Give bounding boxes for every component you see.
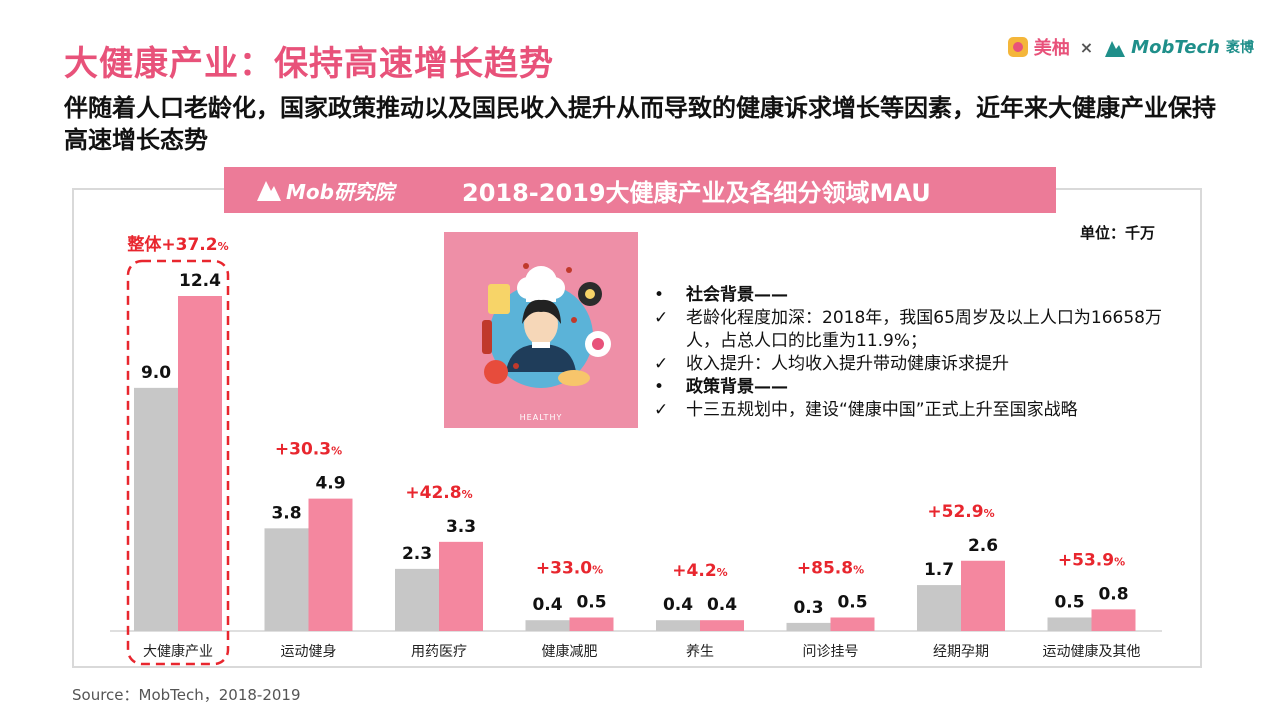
category-tick-label: 问诊挂号 bbox=[803, 644, 859, 660]
page-title: 大健康产业：保持高速增长趋势 bbox=[64, 44, 554, 84]
note-item: ✓ 十三五规划中，建设“健康中国”正式上升至国家战略 bbox=[654, 399, 1194, 422]
bar-value-label: 2.3 bbox=[402, 544, 432, 564]
unit-label: 单位：千万 bbox=[1080, 224, 1156, 242]
collab-times-symbol: × bbox=[1079, 37, 1094, 57]
bar-value-label: 0.4 bbox=[707, 595, 737, 615]
bar-2018 bbox=[1047, 617, 1092, 631]
category-tick-label: 经期孕期 bbox=[933, 644, 989, 660]
bar-value-label: 0.5 bbox=[1054, 592, 1084, 612]
bar-2019 bbox=[178, 296, 222, 631]
chart-header-banner: Mob研究院 2018-2019大健康产业及各细分领域MAU bbox=[224, 167, 1056, 213]
bar-2019 bbox=[439, 541, 483, 631]
bar-value-label: 2.6 bbox=[968, 536, 998, 556]
chef-illustration-icon bbox=[482, 263, 611, 388]
bar-2018 bbox=[264, 528, 309, 631]
meiyou-logo-text: 美柚 bbox=[1033, 38, 1070, 59]
bar-2018 bbox=[395, 568, 439, 631]
bar-value-label: 0.8 bbox=[1098, 584, 1128, 604]
bar-value-label: 0.3 bbox=[793, 598, 823, 618]
mob-research-logo: Mob研究院 bbox=[256, 176, 446, 205]
growth-label: +42.8% bbox=[405, 483, 472, 503]
note-item: ✓ 老龄化程度加深：2018年，我国65周岁及以上人口为16658万人，占总人口的… bbox=[654, 307, 1194, 353]
bar-2019 bbox=[1091, 609, 1136, 631]
note-text: 政策背景—— bbox=[686, 377, 788, 397]
growth-label: +85.8% bbox=[797, 558, 864, 578]
note-item: • 社会背景—— bbox=[654, 284, 1194, 307]
growth-label: +30.3% bbox=[275, 440, 342, 460]
check-icon: ✓ bbox=[654, 400, 669, 420]
note-marker: • bbox=[654, 285, 665, 305]
growth-label: +53.9% bbox=[1058, 550, 1125, 570]
healthy-illustration: HEALTHY bbox=[444, 232, 638, 428]
mobtech-logo-icon bbox=[1105, 41, 1126, 57]
bar-2018 bbox=[525, 620, 570, 631]
mob-research-logo-text: Mob研究院 bbox=[286, 179, 394, 204]
note-text: 社会背景—— bbox=[686, 285, 788, 305]
bar-value-label: 4.9 bbox=[315, 474, 345, 494]
background-notes: • 社会背景—— ✓ 老龄化程度加深：2018年，我国65周岁及以上人口为16658… bbox=[654, 284, 1194, 422]
check-icon: ✓ bbox=[654, 308, 669, 328]
bar-2019 bbox=[308, 498, 353, 631]
category-tick-label: 运动健身 bbox=[281, 644, 337, 660]
brand-logos: 美柚 × MobTech 袤博 bbox=[1007, 34, 1254, 60]
note-item: ✓ 收入提升：人均收入提升带动健康诉求提升 bbox=[654, 353, 1194, 376]
bar-2018 bbox=[656, 620, 700, 631]
category-tick-label: 健康减肥 bbox=[542, 643, 598, 660]
mobtech-logo-text: MobTech bbox=[1131, 36, 1220, 58]
bar-2019 bbox=[830, 617, 875, 631]
mobtech-logo-subtext: 袤博 bbox=[1226, 40, 1254, 56]
bar-value-label: 3.3 bbox=[446, 517, 476, 537]
growth-label: +52.9% bbox=[927, 502, 994, 522]
note-marker: • bbox=[654, 377, 665, 397]
mob-research-logo-icon bbox=[257, 181, 281, 201]
note-text: 收入提升：人均收入提升带动健康诉求提升 bbox=[686, 354, 1009, 374]
bar-value-label: 1.7 bbox=[924, 560, 954, 580]
bar-2019 bbox=[569, 617, 614, 631]
illustration-caption: HEALTHY bbox=[519, 413, 563, 422]
bar-2018 bbox=[786, 622, 831, 631]
bar-value-label: 0.4 bbox=[532, 595, 562, 615]
bar-2018 bbox=[917, 585, 961, 631]
category-tick-label: 运动健康及其他 bbox=[1043, 643, 1141, 660]
bar-value-label: 0.5 bbox=[837, 592, 867, 612]
page-subtitle: 伴随着人口老龄化，国家政策推动以及国民收入提升从而导致的健康诉求增长等因素，近年… bbox=[64, 94, 1216, 154]
bar-value-label: 0.4 bbox=[663, 595, 693, 615]
note-text: 十三五规划中，建设“健康中国”正式上升至国家战略 bbox=[686, 400, 1078, 420]
growth-label: +4.2% bbox=[672, 561, 727, 581]
bar-value-label: 12.4 bbox=[179, 271, 221, 291]
bar-2019 bbox=[961, 560, 1005, 631]
category-tick-label: 大健康产业 bbox=[143, 643, 213, 660]
check-icon: ✓ bbox=[654, 354, 669, 374]
growth-label: 整体+37.2% bbox=[127, 234, 228, 255]
bar-2018 bbox=[134, 387, 178, 631]
chart-title: 2018-2019大健康产业及各细分领域MAU bbox=[462, 178, 931, 207]
meiyou-logo-icon bbox=[1007, 37, 1028, 57]
source-note: Source：MobTech，2018-2019 bbox=[72, 686, 301, 704]
note-item: • 政策背景—— bbox=[654, 376, 1194, 399]
growth-label: +33.0% bbox=[536, 558, 603, 578]
category-tick-label: 养生 bbox=[686, 644, 714, 660]
highlight-box bbox=[126, 259, 230, 666]
bar-value-label: 3.8 bbox=[271, 503, 301, 523]
bar-value-label: 9.0 bbox=[141, 363, 171, 383]
bar-2019 bbox=[700, 620, 744, 631]
note-text: 老龄化程度加深：2018年，我国65周岁及以上人口为16658万人，占总人口的比… bbox=[686, 308, 1162, 351]
category-tick-label: 用药医疗 bbox=[411, 644, 467, 660]
bar-value-label: 0.5 bbox=[576, 592, 606, 612]
